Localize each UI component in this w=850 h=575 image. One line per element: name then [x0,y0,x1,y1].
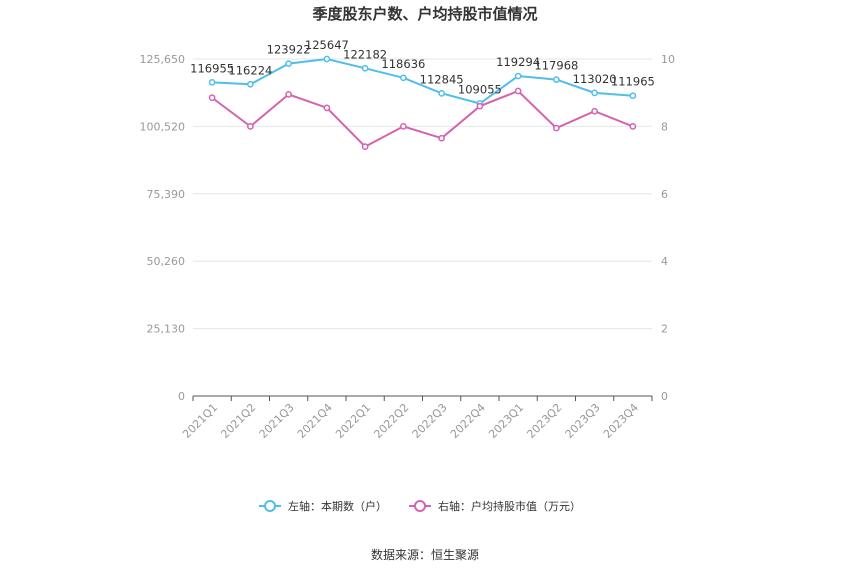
x-tick-label: 2023Q2 [524,401,564,441]
series-line-holders [212,57,633,105]
legend-label: 右轴：户均持股市值（万元） [438,499,581,513]
left-tick-label: 0 [178,390,185,403]
right-tick-label: 6 [661,188,668,201]
data-point [591,89,598,97]
right-axis-ticks: 0 2 4 6 8 10 [661,53,675,403]
data-label: 116224 [228,63,272,77]
left-tick-label: 125,650 [140,53,186,66]
data-point [323,104,331,112]
x-axis-ticks: 2021Q12021Q22021Q32021Q42022Q12022Q22022… [180,396,653,441]
data-label: 109055 [458,83,502,97]
legend-marker [264,500,276,512]
data-point [208,94,216,102]
right-tick-label: 10 [661,53,675,66]
data-point [361,143,369,150]
x-tick-label: 2022Q3 [410,401,450,441]
data-label: 113020 [573,72,617,86]
data-label: 125647 [305,38,349,52]
x-tick-label: 2023Q3 [563,401,603,441]
data-point [629,123,637,130]
x-tick-label: 2021Q2 [218,401,258,441]
right-tick-label: 8 [661,120,668,133]
data-source: 数据来源：恒生聚源 [371,547,479,562]
legend-marker [414,500,426,512]
right-tick-label: 2 [661,323,668,336]
left-axis-ticks: 0 25,130 50,260 75,390 100,520 125,650 [140,53,186,403]
x-tick-label: 2023Q1 [486,401,526,441]
data-label: 119294 [496,55,540,69]
left-tick-label: 75,390 [147,188,186,201]
data-point [591,107,598,115]
data-point [400,74,407,82]
data-label: 117968 [534,59,578,73]
data-label: 122182 [343,47,387,61]
data-point [247,123,254,130]
legend[interactable]: 左轴：本期数（户） 右轴：户均持股市值（万元） [259,499,581,513]
x-tick-label: 2022Q1 [333,401,373,441]
data-point [285,60,292,67]
x-tick-label: 2023Q4 [601,401,641,441]
right-tick-label: 0 [661,390,668,403]
data-point [553,124,560,132]
right-tick-label: 4 [661,255,668,268]
data-point [285,91,292,98]
x-tick-label: 2021Q4 [295,401,335,441]
data-label: 123922 [267,43,311,57]
legend-label: 左轴：本期数（户） [288,499,387,513]
data-point [514,72,522,80]
data-label: 116955 [190,61,234,75]
chart-title: 季度股东户数、户均持股市值情况 [312,5,537,23]
data-point [208,78,216,86]
data-point [361,64,369,72]
x-tick-label: 2021Q3 [257,401,297,441]
data-point [400,123,407,130]
left-tick-label: 25,130 [147,323,186,336]
series-line-market-value [211,89,634,148]
data-point [553,76,560,83]
data-point [629,92,637,100]
x-tick-label: 2022Q2 [371,401,411,441]
x-tick-label: 2021Q1 [180,401,220,441]
left-tick-label: 100,520 [140,120,186,133]
data-point [438,134,445,142]
data-point [476,102,484,110]
data-point [247,80,254,88]
grid-lines [193,58,652,397]
data-point [323,55,331,63]
x-tick-label: 2022Q4 [448,401,488,441]
left-tick-label: 50,260 [147,255,186,268]
data-label: 118636 [381,57,425,71]
data-point [514,87,522,95]
data-label: 112845 [420,72,464,86]
data-point [438,89,445,97]
data-label: 111965 [611,75,655,89]
